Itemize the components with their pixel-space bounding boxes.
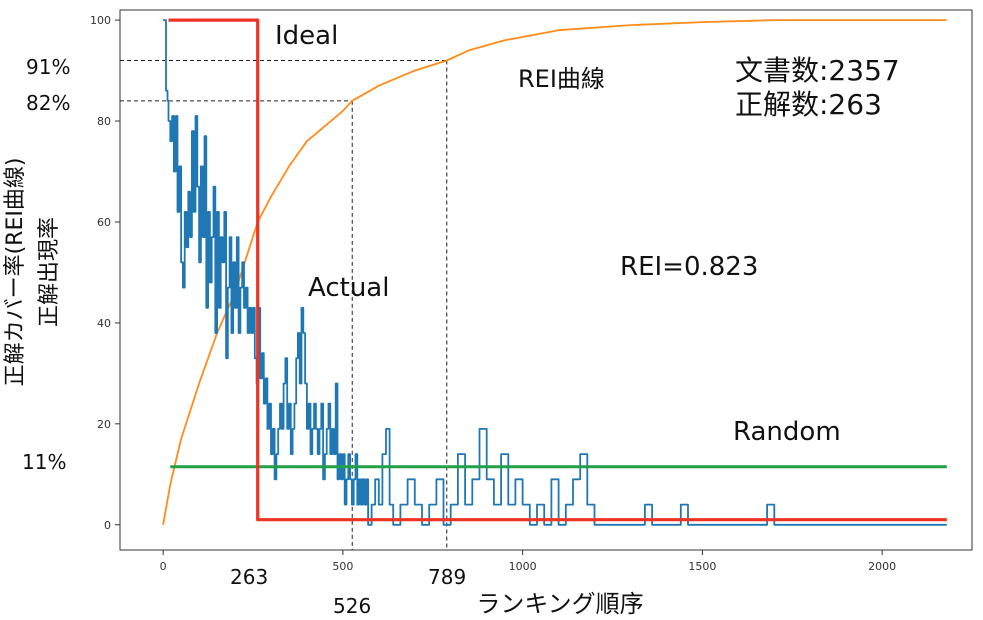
x-789-label: 789 bbox=[428, 565, 466, 589]
ideal-label: Ideal bbox=[275, 21, 338, 51]
rei-curve-label: REI曲線 bbox=[518, 65, 605, 93]
rei-value-label: REI=0.823 bbox=[620, 252, 758, 282]
random-label: Random bbox=[733, 417, 841, 447]
series-line-actual bbox=[163, 19, 947, 526]
pct-91-label: 91% bbox=[26, 55, 70, 79]
y-axis-label-line1: 正解カバー率(REI曲線) bbox=[3, 158, 28, 387]
x-263-label: 263 bbox=[230, 565, 268, 589]
x-526-label: 526 bbox=[333, 594, 371, 618]
x-tick-label: 500 bbox=[332, 560, 353, 573]
axis-ticks: 0 500 1000 1500 2000 0 20 40 60 80 100 bbox=[90, 14, 896, 573]
series-line-rei-curve bbox=[162, 19, 947, 525]
x-tick-label: 0 bbox=[160, 560, 167, 573]
y-tick-label: 20 bbox=[97, 418, 111, 431]
x-tick-label: 2000 bbox=[868, 560, 896, 573]
y-tick-label: 100 bbox=[90, 14, 111, 27]
y-tick-label: 80 bbox=[97, 115, 111, 128]
correct-count-label: 正解数:263 bbox=[735, 88, 882, 121]
guide-lines bbox=[120, 59, 448, 550]
x-axis-label: ランキング順序 bbox=[476, 590, 643, 618]
y-tick-label: 0 bbox=[104, 519, 111, 532]
pct-11-label: 11% bbox=[22, 450, 66, 474]
x-tick-label: 1000 bbox=[509, 560, 537, 573]
actual-label: Actual bbox=[308, 273, 389, 303]
y-tick-label: 40 bbox=[97, 317, 111, 330]
plot-frame bbox=[119, 9, 973, 551]
series-lines bbox=[162, 18, 947, 526]
y-tick-label: 60 bbox=[97, 216, 111, 229]
x-tick-label: 1500 bbox=[688, 560, 716, 573]
doc-count-label: 文書数:2357 bbox=[735, 54, 900, 87]
y-axis-label-line2: 正解出現率 bbox=[37, 217, 62, 327]
series-line-ideal bbox=[168, 18, 947, 522]
pct-82-label: 82% bbox=[26, 91, 70, 115]
